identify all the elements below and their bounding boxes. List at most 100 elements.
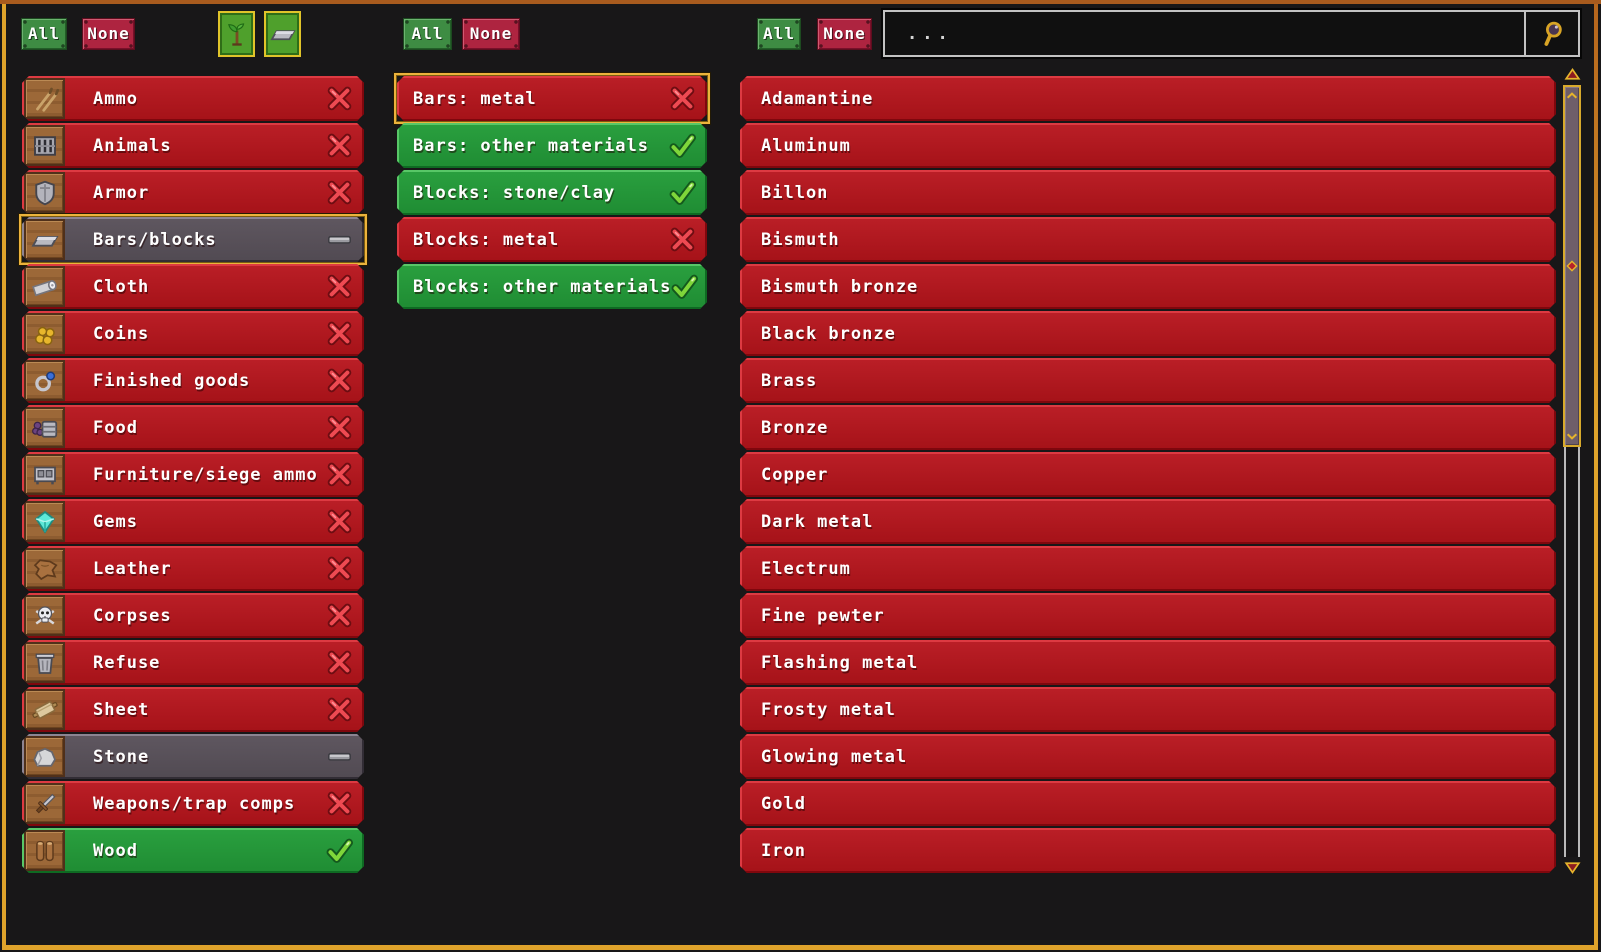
materials-all-button[interactable]: All [757, 18, 801, 50]
material-row-flashing-metal[interactable]: Flashing metal [740, 640, 1556, 685]
category-row-gems[interactable]: Gems [22, 499, 364, 544]
material-row-bronze[interactable]: Bronze [740, 405, 1556, 450]
row-surface: Bars: metal [397, 76, 707, 121]
categories-all-button[interactable]: All [21, 18, 67, 50]
material-label: Bismuth bronze [761, 276, 919, 297]
organic-materials-toggle[interactable] [218, 11, 255, 57]
material-label: Flashing metal [761, 652, 919, 673]
cloth-icon [24, 266, 65, 307]
category-row-corpses[interactable]: Corpses [22, 593, 364, 638]
material-label: Iron [761, 840, 806, 861]
category-row-weapons-trap-comps[interactable]: Weapons/trap comps [22, 781, 364, 826]
category-row-bars-blocks[interactable]: Bars/blocks [19, 214, 367, 265]
sapling-icon [223, 20, 251, 48]
material-label: Black bronze [761, 323, 896, 344]
subcategory-row-bars-other-materials[interactable]: Bars: other materials [397, 123, 707, 168]
subcategory-row-bars-metal[interactable]: Bars: metal [394, 73, 710, 124]
row-surface: Bismuth [740, 217, 1556, 262]
row-surface: Flashing metal [740, 640, 1556, 685]
category-row-leather[interactable]: Leather [22, 546, 364, 591]
scroll-up-button[interactable] [1563, 66, 1581, 83]
row-surface: Glowing metal [740, 734, 1556, 779]
subcategory-row-blocks-other-materials[interactable]: Blocks: other materials [397, 264, 707, 309]
window-border-top [0, 0, 1601, 4]
category-label: Sheet [93, 699, 150, 720]
category-label: Refuse [93, 652, 161, 673]
material-row-iron[interactable]: Iron [740, 828, 1556, 873]
material-row-fine-pewter[interactable]: Fine pewter [740, 593, 1556, 638]
category-row-ammo[interactable]: Ammo [22, 76, 364, 121]
subcategories-all-button[interactable]: All [403, 18, 452, 50]
category-label: Stone [93, 746, 150, 767]
category-row-armor[interactable]: Armor [22, 170, 364, 215]
check-icon [669, 179, 696, 206]
x-icon [326, 414, 353, 441]
material-row-dark-metal[interactable]: Dark metal [740, 499, 1556, 544]
subcategories-none-button[interactable]: None [462, 18, 520, 50]
x-icon [326, 367, 353, 394]
category-label: Wood [93, 840, 138, 861]
magnifier-icon [1537, 19, 1567, 49]
material-row-black-bronze[interactable]: Black bronze [740, 311, 1556, 356]
material-list-scrollbar[interactable] [1563, 66, 1581, 876]
search-input[interactable] [885, 12, 1524, 55]
materials-none-button[interactable]: None [817, 18, 872, 50]
dash-icon [326, 743, 353, 770]
subcategory-row-blocks-stone-clay[interactable]: Blocks: stone/clay [397, 170, 707, 215]
category-row-finished-goods[interactable]: Finished goods [22, 358, 364, 403]
subcategory-label: Blocks: stone/clay [413, 182, 616, 203]
diamond-icon [1565, 259, 1579, 273]
material-row-adamantine[interactable]: Adamantine [740, 76, 1556, 121]
row-surface: Brass [740, 358, 1556, 403]
category-row-wood[interactable]: Wood [22, 828, 364, 873]
material-row-bismuth[interactable]: Bismuth [740, 217, 1556, 262]
category-row-stone[interactable]: Stone [22, 734, 364, 779]
subcategory-label: Blocks: other materials [413, 276, 672, 297]
triangle-down-icon [1564, 859, 1581, 876]
row-surface: Corpses [22, 593, 364, 638]
check-icon [669, 132, 696, 159]
inorganic-materials-toggle[interactable] [264, 11, 301, 57]
material-row-brass[interactable]: Brass [740, 358, 1556, 403]
window-border-left [2, 4, 6, 950]
row-surface: Coins [22, 311, 364, 356]
row-surface: Iron [740, 828, 1556, 873]
row-surface: Adamantine [740, 76, 1556, 121]
material-row-frosty-metal[interactable]: Frosty metal [740, 687, 1556, 732]
x-icon [326, 461, 353, 488]
amulet-icon [24, 360, 65, 401]
categories-none-button[interactable]: None [82, 18, 135, 50]
category-label: Gems [93, 511, 138, 532]
category-row-furniture-siege-ammo[interactable]: Furniture/siege ammo [22, 452, 364, 497]
material-row-electrum[interactable]: Electrum [740, 546, 1556, 591]
row-surface: Refuse [22, 640, 364, 685]
material-label: Frosty metal [761, 699, 896, 720]
material-row-billon[interactable]: Billon [740, 170, 1556, 215]
category-row-cloth[interactable]: Cloth [22, 264, 364, 309]
scroll-down-button[interactable] [1563, 859, 1581, 876]
category-row-refuse[interactable]: Refuse [22, 640, 364, 685]
material-row-glowing-metal[interactable]: Glowing metal [740, 734, 1556, 779]
subcategory-label: Bars: other materials [413, 135, 649, 156]
material-row-copper[interactable]: Copper [740, 452, 1556, 497]
material-label: Copper [761, 464, 829, 485]
material-row-aluminum[interactable]: Aluminum [740, 123, 1556, 168]
material-row-gold[interactable]: Gold [740, 781, 1556, 826]
category-label: Corpses [93, 605, 172, 626]
category-row-animals[interactable]: Animals [22, 123, 364, 168]
subcategory-row-blocks-metal[interactable]: Blocks: metal [397, 217, 707, 262]
material-label: Glowing metal [761, 746, 908, 767]
category-row-coins[interactable]: Coins [22, 311, 364, 356]
window-border-bottom [2, 945, 1598, 950]
search-box[interactable] [883, 10, 1580, 57]
category-row-sheet[interactable]: Sheet [22, 687, 364, 732]
category-label: Coins [93, 323, 150, 344]
row-surface: Bronze [740, 405, 1556, 450]
scrollbar-thumb[interactable] [1563, 85, 1581, 447]
material-row-bismuth-bronze[interactable]: Bismuth bronze [740, 264, 1556, 309]
subcategory-label: Blocks: metal [413, 229, 560, 250]
category-row-food[interactable]: Food [22, 405, 364, 450]
animal-cage-icon [24, 125, 65, 166]
ammo-icon [24, 78, 65, 119]
